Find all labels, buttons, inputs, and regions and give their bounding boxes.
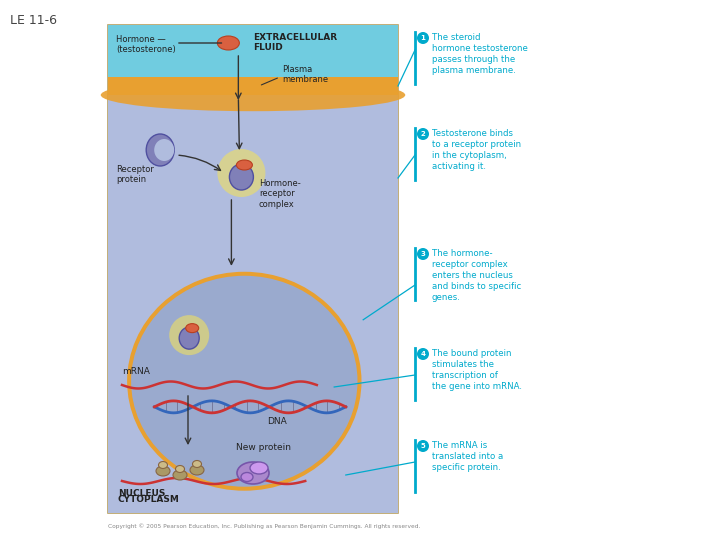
Text: The hormone-
receptor complex
enters the nucleus
and binds to specific
genes.: The hormone- receptor complex enters the…: [432, 249, 521, 302]
Circle shape: [169, 315, 210, 355]
Circle shape: [217, 149, 266, 197]
FancyBboxPatch shape: [108, 25, 398, 77]
Text: The mRNA is
translated into a
specific protein.: The mRNA is translated into a specific p…: [432, 441, 503, 472]
Circle shape: [417, 128, 429, 140]
Ellipse shape: [179, 327, 199, 349]
FancyBboxPatch shape: [108, 25, 398, 513]
Text: Hormone —: Hormone —: [116, 35, 166, 44]
Text: EXTRACELLULAR
FLUID: EXTRACELLULAR FLUID: [253, 33, 337, 52]
Ellipse shape: [131, 276, 358, 487]
Circle shape: [417, 248, 429, 260]
Polygon shape: [108, 77, 398, 95]
Circle shape: [417, 348, 429, 360]
Text: Hormone-
receptor
complex: Hormone- receptor complex: [258, 179, 300, 209]
Text: CYTOPLASM: CYTOPLASM: [118, 495, 180, 504]
Text: 5: 5: [420, 443, 426, 449]
Ellipse shape: [134, 279, 354, 484]
Text: New protein: New protein: [235, 443, 291, 452]
Text: Copyright © 2005 Pearson Education, Inc. Publishing as Pearson Benjamin Cummings: Copyright © 2005 Pearson Education, Inc.…: [108, 523, 420, 529]
Text: 4: 4: [420, 351, 426, 357]
Circle shape: [417, 440, 429, 452]
Ellipse shape: [154, 139, 174, 161]
Ellipse shape: [241, 472, 253, 482]
Ellipse shape: [236, 160, 253, 170]
Ellipse shape: [230, 164, 253, 190]
Text: Receptor
protein: Receptor protein: [116, 165, 154, 184]
Ellipse shape: [176, 465, 184, 472]
FancyBboxPatch shape: [108, 95, 398, 513]
Text: mRNA: mRNA: [122, 367, 150, 376]
Ellipse shape: [250, 462, 268, 474]
Ellipse shape: [173, 470, 187, 480]
Text: The steroid
hormone testosterone
passes through the
plasma membrane.: The steroid hormone testosterone passes …: [432, 33, 528, 75]
Circle shape: [417, 32, 429, 44]
Text: NUCLEUS: NUCLEUS: [118, 489, 166, 498]
Ellipse shape: [186, 323, 199, 333]
Ellipse shape: [217, 36, 239, 50]
Ellipse shape: [158, 462, 168, 469]
Text: 3: 3: [420, 251, 426, 257]
Text: LE 11-6: LE 11-6: [10, 14, 57, 27]
Text: The bound protein
stimulates the
transcription of
the gene into mRNA.: The bound protein stimulates the transcr…: [432, 349, 522, 392]
Text: (testosterone): (testosterone): [116, 45, 176, 54]
Ellipse shape: [237, 462, 269, 484]
Ellipse shape: [127, 272, 361, 491]
Text: Plasma
membrane: Plasma membrane: [282, 65, 328, 84]
Ellipse shape: [101, 79, 405, 111]
Text: DNA: DNA: [268, 417, 287, 426]
Ellipse shape: [192, 461, 202, 468]
Text: 2: 2: [420, 131, 426, 137]
Ellipse shape: [190, 465, 204, 475]
Text: 1: 1: [420, 35, 426, 41]
Ellipse shape: [156, 466, 170, 476]
Ellipse shape: [146, 134, 174, 166]
Text: Testosterone binds
to a receptor protein
in the cytoplasm,
activating it.: Testosterone binds to a receptor protein…: [432, 129, 521, 171]
